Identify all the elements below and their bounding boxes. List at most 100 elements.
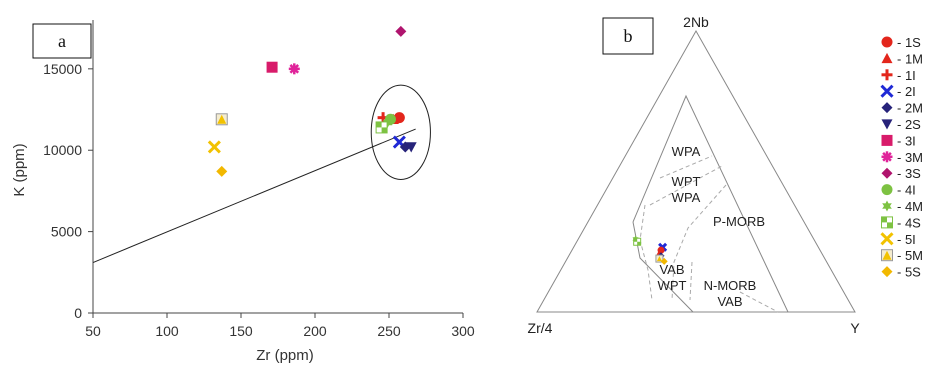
x-axis-label: Zr (ppm) — [256, 347, 314, 364]
legend-marker-1M — [881, 52, 893, 64]
x-tick-labels: 50 100 150 200 250 300 — [85, 313, 475, 339]
legend-entry: - 3I — [881, 133, 916, 148]
panel-b-ternary: b 2Nb Zr/4 Y WPA WPT WPA P-MORB VAB WPT … — [528, 14, 861, 336]
field-label-vab: VAB — [659, 262, 684, 277]
ternary-point-5S — [660, 257, 668, 265]
ternary-vertex-top: 2Nb — [683, 14, 709, 30]
x-tick-label: 200 — [303, 323, 327, 339]
legend-label: - 2S — [897, 117, 921, 132]
legend-label: - 3S — [897, 166, 921, 181]
ternary-vertex-right: Y — [850, 320, 860, 336]
y-tick-label: 5000 — [51, 224, 82, 240]
x-tick-label: 250 — [377, 323, 401, 339]
legend-label: - 5I — [897, 232, 916, 247]
legend-marker-2S — [881, 119, 893, 130]
legend-entry: - 3M — [881, 150, 923, 165]
legend-entry: - 4S — [881, 215, 921, 230]
legend-marker-5M — [881, 249, 893, 262]
scatter-points — [207, 25, 417, 177]
x-tick-label: 50 — [85, 323, 101, 339]
panel-a-label-box — [32, 23, 92, 59]
panel-a-label: a — [58, 31, 66, 51]
ternary-points — [632, 235, 668, 265]
y-tick-label: 15000 — [43, 61, 82, 77]
field-boundary-outer — [632, 94, 789, 313]
legend-label: - 1S — [897, 35, 921, 50]
highlight-ellipse — [370, 84, 431, 181]
y-tick-label: 10000 — [43, 142, 82, 158]
legend-entry: - 4M — [882, 199, 923, 214]
legend-label: - 4I — [897, 183, 916, 198]
field-label-n-morb: N-MORB — [704, 278, 757, 293]
trend-line — [92, 128, 416, 264]
legend-marker-4I — [881, 184, 893, 196]
legend-entry: - 1M — [881, 51, 923, 66]
legend-entry: - 4I — [881, 183, 916, 198]
legend-label: - 4M — [897, 199, 923, 214]
point-3I — [266, 61, 278, 73]
field-label-wpt-2: WPT — [658, 278, 687, 293]
legend-marker-4M — [882, 200, 892, 212]
point-3S — [395, 25, 407, 37]
field-label-p-morb: P-MORB — [713, 214, 765, 229]
legend-label: - 5S — [897, 265, 921, 280]
field-boundary-inner — [632, 221, 694, 313]
y-axis-label: K (ppm) — [11, 143, 28, 196]
legend-marker-1S — [881, 36, 893, 48]
legend-marker-3S — [881, 167, 893, 179]
legend: - 1S- 1M - 1I- 2I - 2M- 2S- 3I - 3M- 3S - 4I… — [880, 35, 923, 280]
legend-label: - 4S — [897, 215, 921, 230]
highlight-ellipse-shape — [370, 84, 431, 181]
x-tick-label: 300 — [451, 323, 475, 339]
point-4S — [375, 121, 388, 134]
panel-a-scatter: a 50 100 150 200 250 300 0 5000 10000 15000 Zr (… — [11, 20, 475, 364]
legend-entry: - 2M — [881, 101, 923, 116]
ternary-point-4S — [633, 237, 642, 246]
legend-entry: - 2I — [880, 84, 916, 99]
point-5M — [215, 113, 228, 126]
legend-label: - 1M — [897, 51, 923, 66]
ternary-triangle — [536, 29, 856, 313]
legend-label: - 5M — [897, 248, 923, 263]
field-label-wpa: WPA — [672, 144, 701, 159]
legend-marker-1I — [881, 69, 893, 81]
legend-marker-5S — [881, 266, 893, 278]
field-label-wpt: WPT — [672, 174, 701, 189]
trend-line-segment — [92, 128, 416, 264]
field-label-vab-2: VAB — [717, 294, 742, 309]
point-2S — [405, 142, 417, 153]
legend-marker-3M — [881, 151, 893, 163]
ternary-vertex-left: Zr/4 — [528, 320, 553, 336]
y-tick-labels: 0 5000 10000 15000 — [43, 61, 93, 321]
legend-marker-5I — [880, 232, 894, 246]
dashed-boundary-5 — [689, 261, 693, 301]
legend-entry: - 5M — [881, 248, 923, 263]
legend-marker-4S — [881, 216, 893, 229]
legend-label: - 3M — [897, 150, 923, 165]
point-5I — [207, 140, 221, 154]
dashed-boundary-1 — [659, 155, 713, 179]
legend-marker-2M — [881, 102, 893, 114]
legend-label: - 2M — [897, 101, 923, 116]
legend-label: - 1I — [897, 68, 916, 83]
legend-entry: - 1I — [881, 68, 916, 83]
legend-entry: - 3S — [881, 166, 921, 181]
legend-entry: - 5I — [880, 232, 916, 247]
point-3M — [288, 63, 300, 75]
legend-entry: - 5S — [881, 265, 921, 280]
legend-entry: - 1S — [881, 35, 921, 50]
dashed-boundary-3 — [671, 184, 727, 301]
panel-b-label: b — [624, 26, 633, 46]
x-tick-label: 100 — [155, 323, 179, 339]
legend-entry: - 2S — [881, 117, 921, 132]
x-tick-label: 150 — [229, 323, 253, 339]
panel-b-label-box — [602, 17, 654, 55]
y-tick-label: 0 — [74, 305, 82, 321]
dashed-boundary-4 — [639, 204, 653, 301]
point-5S — [216, 165, 228, 177]
legend-marker-3I — [881, 134, 893, 146]
legend-label: - 2I — [897, 84, 916, 99]
legend-label: - 3I — [897, 133, 916, 148]
ternary-point-5M — [655, 254, 664, 263]
